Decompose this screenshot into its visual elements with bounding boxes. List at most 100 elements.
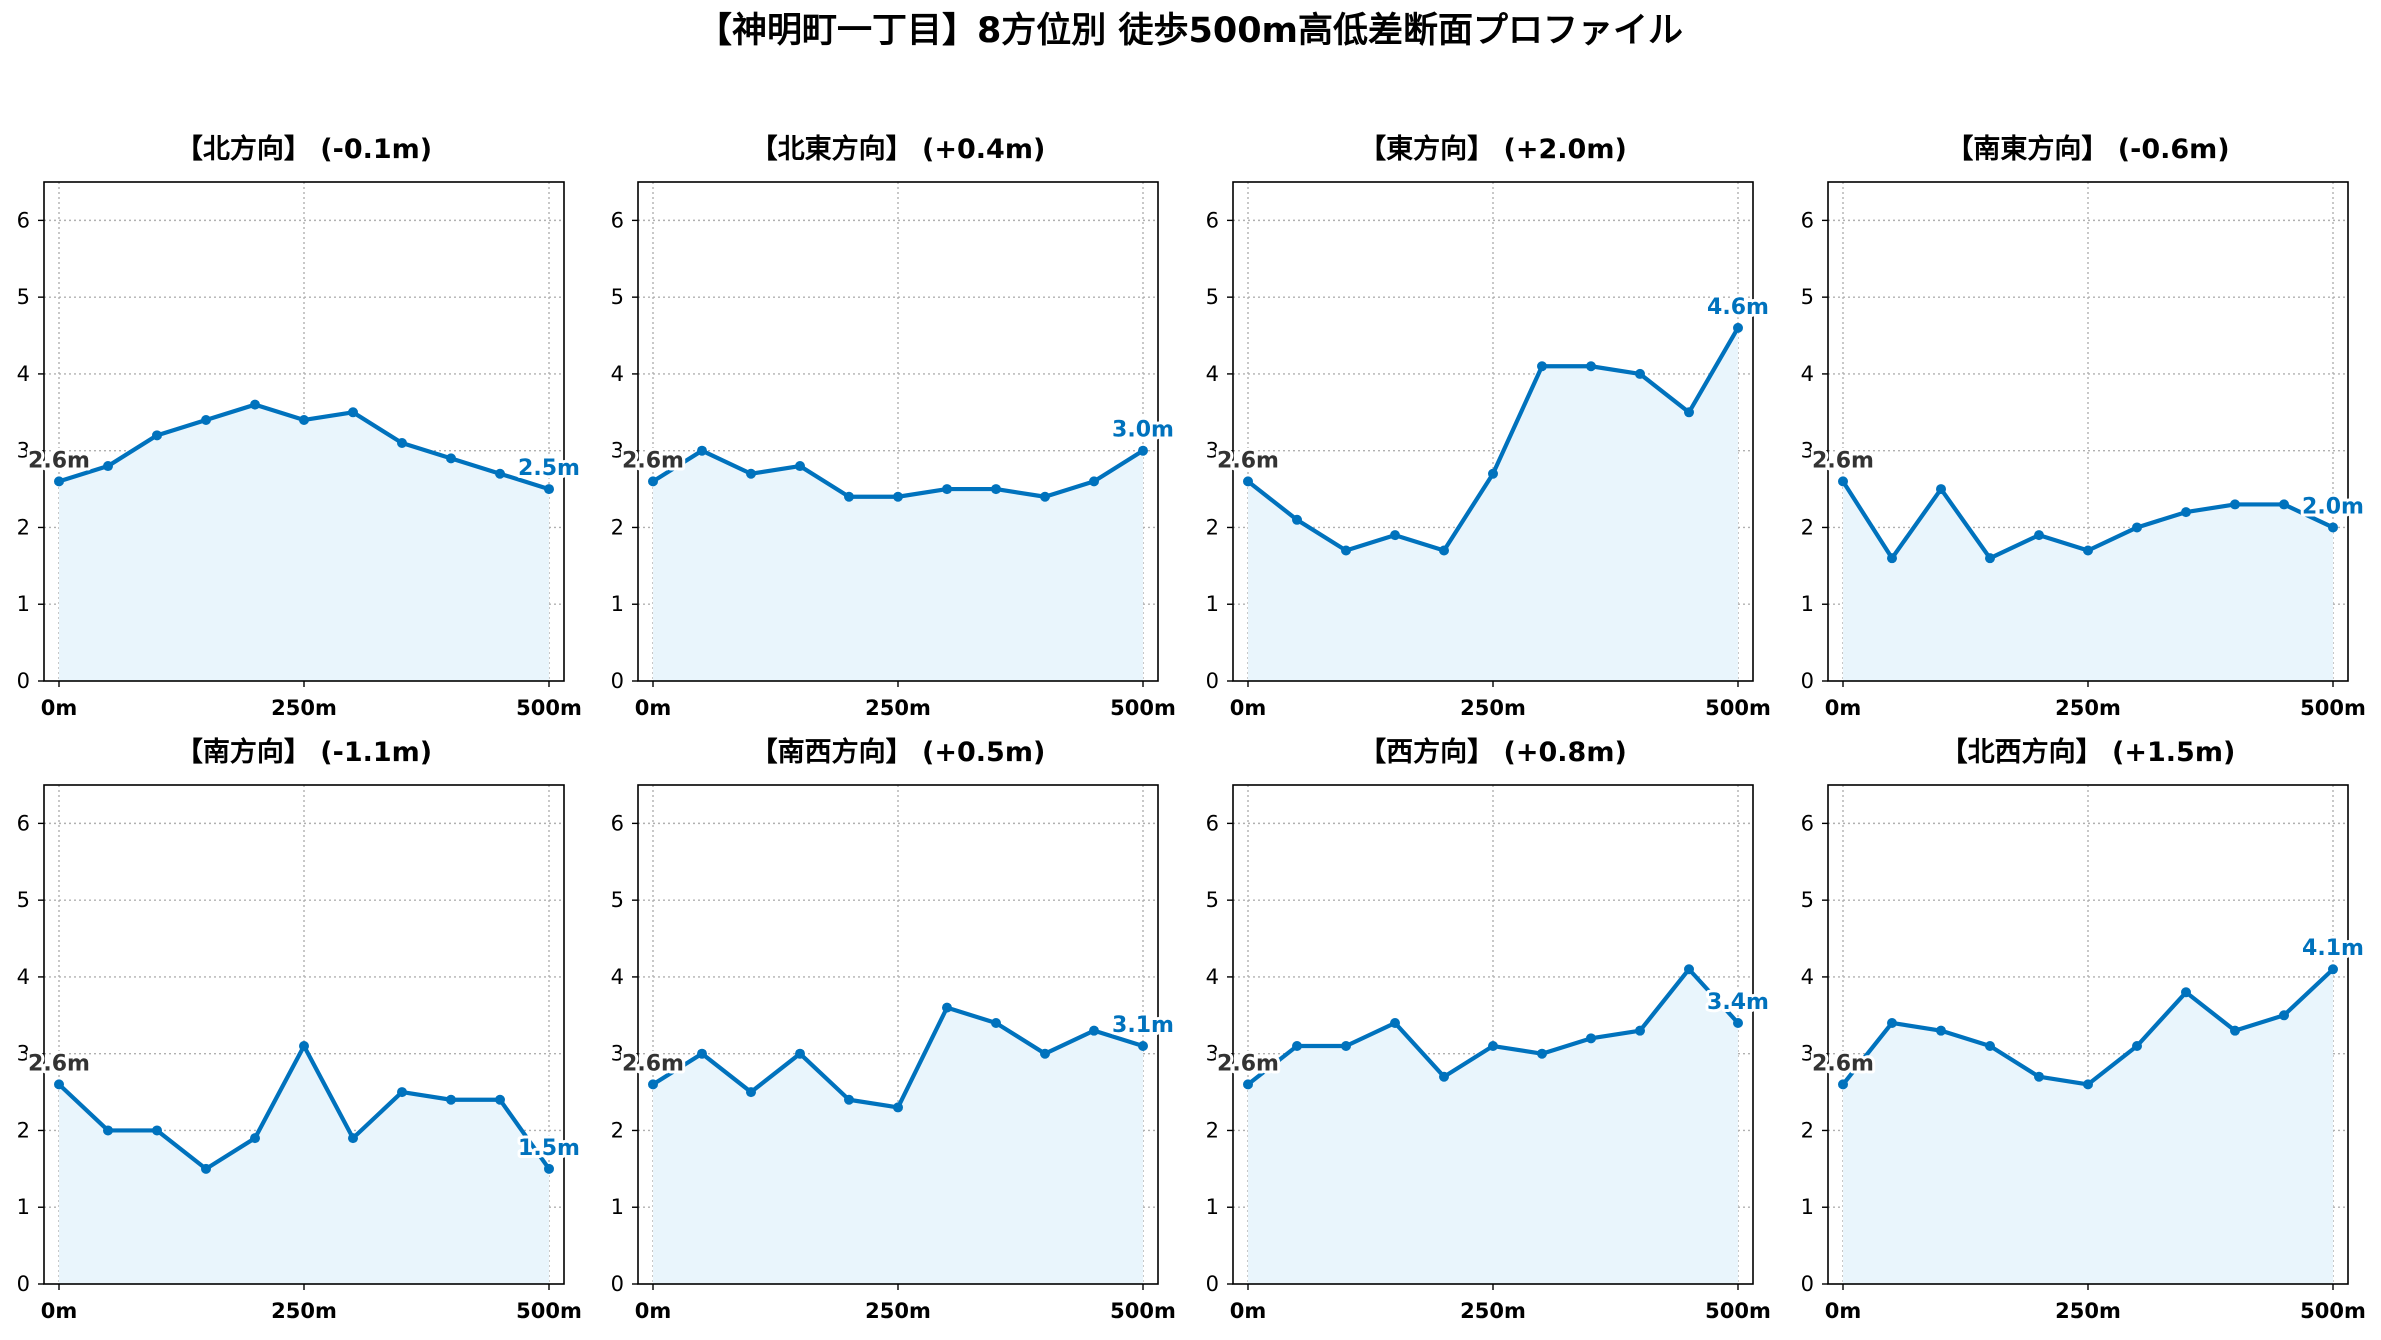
start-elevation-label: 2.6m <box>28 448 90 473</box>
end-elevation-label: 2.0m <box>2302 494 2364 519</box>
elevation-point <box>2230 499 2240 510</box>
elevation-point <box>2132 522 2142 533</box>
y-tick-label: 3 <box>1206 1042 1219 1066</box>
end-elevation-label: 4.1m <box>2302 936 2364 961</box>
elevation-point <box>2328 964 2338 975</box>
y-tick-label: 4 <box>611 965 624 989</box>
elevation-point <box>1684 407 1694 418</box>
elevation-point <box>1684 964 1694 975</box>
y-tick-label: 5 <box>1801 285 1814 309</box>
x-tick-label: 250m <box>865 1299 931 1323</box>
elevation-point <box>1243 1079 1253 1090</box>
y-tick-label: 2 <box>611 515 624 539</box>
y-tick-label: 1 <box>1801 1195 1814 1219</box>
x-tick-label: 250m <box>2055 696 2121 720</box>
x-tick-label: 500m <box>1110 696 1176 720</box>
x-tick-label: 0m <box>41 696 78 720</box>
y-tick-label: 6 <box>1206 811 1219 835</box>
elevation-point <box>1488 468 1498 479</box>
elevation-point <box>1341 1041 1351 1052</box>
elevation-point <box>795 461 805 472</box>
y-tick-label: 4 <box>1206 362 1219 386</box>
elevation-point <box>201 1163 211 1174</box>
elevation-area <box>59 404 549 681</box>
elevation-point <box>1936 484 1946 495</box>
elevation-point <box>1936 1025 1946 1036</box>
y-tick-label: 1 <box>17 1195 30 1219</box>
start-elevation-label: 2.6m <box>1812 448 1874 473</box>
start-elevation-label: 2.6m <box>622 448 684 473</box>
y-tick-label: 5 <box>17 285 30 309</box>
x-tick-label: 500m <box>1705 1299 1771 1323</box>
elevation-point <box>495 1094 505 1105</box>
elevation-point <box>250 1133 260 1144</box>
panel-title: 【東方向】 (+2.0m) <box>1359 133 1627 165</box>
elevation-point <box>648 1079 658 1090</box>
axes-frame <box>637 784 1159 1285</box>
elevation-point <box>2328 522 2338 533</box>
elevation-point <box>1838 1079 1848 1090</box>
elevation-point <box>1243 476 1253 487</box>
elevation-point <box>1537 361 1547 372</box>
elevation-point <box>544 484 554 495</box>
elevation-point <box>201 414 211 425</box>
x-tick-label: 0m <box>41 1299 78 1323</box>
y-tick-label: 0 <box>611 669 624 693</box>
elevation-point <box>1040 491 1050 502</box>
elevation-point <box>1089 1025 1099 1036</box>
elevation-point <box>2181 987 2191 998</box>
y-tick-label: 6 <box>1801 811 1814 835</box>
y-tick-label: 6 <box>611 208 624 232</box>
elevation-point <box>991 484 1001 495</box>
elevation-point <box>795 1048 805 1059</box>
elevation-point <box>1292 514 1302 525</box>
elevation-point <box>1985 553 1995 564</box>
elevation-point <box>446 453 456 464</box>
elevation-point <box>152 1125 162 1136</box>
profile-panel: 【北西方向】 (+1.5m) 0 1 2 3 4 5 6 0m 250m 500m 2.6m 4.1m <box>1801 736 2367 1323</box>
elevation-area <box>1843 481 2333 681</box>
y-tick-label: 2 <box>1801 1118 1814 1142</box>
elevation-point <box>1488 1041 1498 1052</box>
elevation-point <box>1040 1048 1050 1059</box>
x-tick-label: 0m <box>635 696 672 720</box>
elevation-point <box>54 1079 64 1090</box>
elevation-point <box>844 491 854 502</box>
x-tick-label: 500m <box>2300 696 2366 720</box>
elevation-area <box>653 450 1143 681</box>
y-tick-label: 4 <box>17 362 30 386</box>
y-tick-label: 6 <box>17 208 30 232</box>
y-tick-label: 3 <box>1801 1042 1814 1066</box>
elevation-point <box>1838 476 1848 487</box>
y-tick-label: 1 <box>1206 1195 1219 1219</box>
axes-frame <box>637 181 1159 682</box>
y-tick-label: 5 <box>611 888 624 912</box>
elevation-point <box>991 1017 1001 1028</box>
start-elevation-label: 2.6m <box>28 1051 90 1076</box>
end-elevation-label: 2.5m <box>518 456 580 481</box>
elevation-point <box>1537 1048 1547 1059</box>
x-tick-label: 250m <box>1460 1299 1526 1323</box>
elevation-point <box>1733 1017 1743 1028</box>
elevation-point <box>942 1002 952 1013</box>
elevation-point <box>2279 499 2289 510</box>
profile-panel: 【南東方向】 (-0.6m) 0 1 2 3 4 5 6 0m 250m 500m 2.6m 2.0m <box>1801 133 2367 720</box>
y-tick-label: 6 <box>611 811 624 835</box>
profile-panel: 【東方向】 (+2.0m) 0 1 2 3 4 5 6 0m 250m 500m 2.6m 4.6m <box>1206 133 1772 720</box>
elevation-point <box>1089 476 1099 487</box>
y-tick-label: 0 <box>1801 1272 1814 1296</box>
y-tick-label: 1 <box>1801 592 1814 616</box>
profile-panel: 【北東方向】 (+0.4m) 0 1 2 3 4 5 6 0m 250m 500m 2.6m 3.0m <box>611 133 1177 720</box>
x-tick-label: 0m <box>1825 696 1862 720</box>
elevation-point <box>697 445 707 456</box>
elevation-area <box>1248 969 1738 1284</box>
elevation-point <box>1439 1071 1449 1082</box>
axes-frame <box>1232 784 1754 1285</box>
y-tick-label: 4 <box>1801 362 1814 386</box>
y-tick-label: 0 <box>1801 669 1814 693</box>
elevation-point <box>103 461 113 472</box>
x-tick-label: 500m <box>2300 1299 2366 1323</box>
elevation-point <box>2034 1071 2044 1082</box>
